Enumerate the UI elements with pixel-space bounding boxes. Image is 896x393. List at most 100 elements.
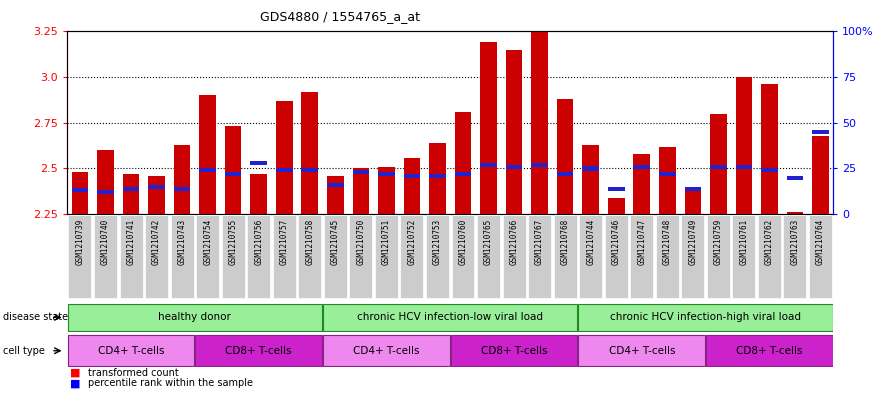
Text: chronic HCV infection-low viral load: chronic HCV infection-low viral load: [358, 312, 543, 322]
Bar: [736, 165, 753, 169]
Text: GSM1210752: GSM1210752: [408, 219, 417, 264]
Bar: [429, 174, 446, 178]
Bar: [556, 172, 573, 176]
FancyBboxPatch shape: [323, 304, 577, 331]
Bar: [123, 174, 140, 214]
Bar: [812, 130, 829, 134]
FancyBboxPatch shape: [221, 215, 245, 298]
Bar: [276, 168, 293, 173]
Text: GSM1210767: GSM1210767: [535, 219, 544, 264]
FancyBboxPatch shape: [707, 215, 730, 298]
FancyBboxPatch shape: [68, 335, 194, 366]
Bar: [454, 112, 471, 214]
Text: CD4+ T-cells: CD4+ T-cells: [608, 346, 675, 356]
Text: GSM1210746: GSM1210746: [612, 219, 621, 264]
FancyBboxPatch shape: [196, 215, 220, 298]
Bar: [710, 165, 727, 169]
FancyBboxPatch shape: [349, 215, 373, 298]
FancyBboxPatch shape: [426, 215, 449, 298]
Text: GSM1210768: GSM1210768: [561, 219, 570, 264]
Bar: [633, 165, 650, 169]
Text: GSM1210766: GSM1210766: [510, 219, 519, 264]
Bar: [607, 198, 625, 214]
Bar: [685, 191, 702, 214]
Bar: [327, 176, 344, 214]
Bar: [174, 187, 191, 191]
FancyBboxPatch shape: [68, 215, 91, 298]
Bar: [174, 145, 191, 214]
Text: GSM1210763: GSM1210763: [790, 219, 799, 264]
FancyBboxPatch shape: [452, 215, 475, 298]
Text: GSM1210764: GSM1210764: [816, 219, 825, 264]
FancyBboxPatch shape: [247, 215, 271, 298]
FancyBboxPatch shape: [783, 215, 806, 298]
FancyBboxPatch shape: [68, 304, 322, 331]
Bar: [429, 143, 446, 214]
Text: GSM1210753: GSM1210753: [433, 219, 442, 264]
Bar: [531, 31, 548, 214]
Text: CD8+ T-cells: CD8+ T-cells: [226, 346, 292, 356]
Bar: [72, 188, 89, 193]
Bar: [582, 167, 599, 171]
Text: GSM1210760: GSM1210760: [459, 219, 468, 264]
Text: GSM1210748: GSM1210748: [663, 219, 672, 264]
Text: GDS4880 / 1554765_a_at: GDS4880 / 1554765_a_at: [261, 10, 420, 23]
Bar: [97, 150, 114, 214]
Bar: [480, 42, 497, 214]
FancyBboxPatch shape: [656, 215, 679, 298]
FancyBboxPatch shape: [323, 335, 450, 366]
FancyBboxPatch shape: [401, 215, 424, 298]
FancyBboxPatch shape: [145, 215, 168, 298]
Text: GSM1210742: GSM1210742: [152, 219, 161, 264]
Bar: [710, 114, 727, 214]
Bar: [582, 145, 599, 214]
Text: healthy donor: healthy donor: [159, 312, 231, 322]
FancyBboxPatch shape: [579, 215, 602, 298]
FancyBboxPatch shape: [298, 215, 322, 298]
Bar: [505, 165, 522, 169]
Bar: [250, 161, 267, 165]
Bar: [301, 92, 318, 214]
Text: GSM1210744: GSM1210744: [586, 219, 595, 264]
Bar: [454, 172, 471, 176]
Text: CD8+ T-cells: CD8+ T-cells: [481, 346, 547, 356]
Text: transformed count: transformed count: [88, 368, 178, 378]
FancyBboxPatch shape: [732, 215, 755, 298]
Bar: [327, 183, 344, 187]
FancyBboxPatch shape: [630, 215, 653, 298]
FancyBboxPatch shape: [706, 335, 832, 366]
Text: GSM1210740: GSM1210740: [101, 219, 110, 264]
Bar: [761, 84, 778, 214]
FancyBboxPatch shape: [758, 215, 781, 298]
Text: disease state: disease state: [3, 312, 68, 322]
Text: CD8+ T-cells: CD8+ T-cells: [737, 346, 803, 356]
FancyBboxPatch shape: [554, 215, 577, 298]
FancyBboxPatch shape: [579, 304, 832, 331]
Bar: [787, 176, 804, 180]
Text: ■: ■: [70, 378, 81, 388]
Text: CD4+ T-cells: CD4+ T-cells: [353, 346, 419, 356]
Bar: [148, 185, 165, 189]
FancyBboxPatch shape: [605, 215, 628, 298]
Text: GSM1210762: GSM1210762: [765, 219, 774, 264]
Bar: [301, 168, 318, 173]
Bar: [123, 187, 140, 191]
Text: GSM1210754: GSM1210754: [203, 219, 212, 264]
Bar: [403, 174, 420, 178]
FancyBboxPatch shape: [503, 215, 526, 298]
Text: GSM1210749: GSM1210749: [688, 219, 697, 264]
FancyBboxPatch shape: [119, 215, 142, 298]
Bar: [531, 163, 548, 167]
Bar: [787, 212, 804, 214]
FancyBboxPatch shape: [94, 215, 117, 298]
Bar: [352, 170, 369, 174]
Text: GSM1210750: GSM1210750: [357, 219, 366, 264]
FancyBboxPatch shape: [170, 215, 194, 298]
Bar: [480, 163, 497, 167]
Bar: [659, 147, 676, 214]
FancyBboxPatch shape: [477, 215, 500, 298]
Bar: [736, 77, 753, 214]
Bar: [352, 169, 369, 214]
FancyBboxPatch shape: [681, 215, 704, 298]
Bar: [556, 99, 573, 214]
